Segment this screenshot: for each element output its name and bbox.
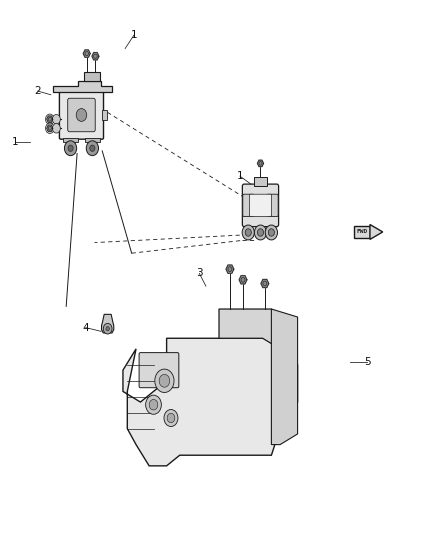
Circle shape xyxy=(265,225,278,240)
Text: 1: 1 xyxy=(11,136,18,147)
Circle shape xyxy=(90,145,95,151)
Bar xyxy=(85,138,100,142)
Polygon shape xyxy=(370,224,383,239)
FancyBboxPatch shape xyxy=(267,194,278,216)
Circle shape xyxy=(106,327,110,331)
Circle shape xyxy=(53,124,60,133)
Polygon shape xyxy=(47,125,53,132)
Polygon shape xyxy=(261,279,269,288)
Polygon shape xyxy=(239,276,247,284)
Circle shape xyxy=(242,225,254,240)
Text: 3: 3 xyxy=(196,269,203,278)
Circle shape xyxy=(245,229,251,236)
Polygon shape xyxy=(83,50,90,57)
Circle shape xyxy=(68,145,73,151)
Circle shape xyxy=(167,413,175,423)
Text: 2: 2 xyxy=(35,86,41,96)
Circle shape xyxy=(149,399,158,410)
Circle shape xyxy=(164,409,178,426)
Text: 5: 5 xyxy=(364,357,371,367)
Circle shape xyxy=(46,123,54,133)
Polygon shape xyxy=(219,309,289,344)
Polygon shape xyxy=(123,338,297,466)
FancyBboxPatch shape xyxy=(249,194,272,216)
Bar xyxy=(354,226,370,238)
Text: 4: 4 xyxy=(82,322,89,333)
Circle shape xyxy=(254,225,267,240)
Polygon shape xyxy=(53,80,112,92)
Polygon shape xyxy=(102,314,114,333)
Polygon shape xyxy=(258,160,264,167)
Circle shape xyxy=(268,229,275,236)
FancyBboxPatch shape xyxy=(68,98,95,132)
Circle shape xyxy=(155,369,174,392)
Circle shape xyxy=(103,324,112,334)
Text: 1: 1 xyxy=(237,171,243,181)
Circle shape xyxy=(258,229,264,236)
Circle shape xyxy=(46,114,54,124)
Circle shape xyxy=(53,115,60,124)
Circle shape xyxy=(76,109,87,122)
Polygon shape xyxy=(272,309,297,445)
Text: FWD: FWD xyxy=(357,229,368,234)
Circle shape xyxy=(159,374,170,387)
Bar xyxy=(254,176,267,186)
Circle shape xyxy=(146,395,161,414)
Polygon shape xyxy=(226,265,234,273)
Circle shape xyxy=(64,141,77,156)
Text: 1: 1 xyxy=(131,30,137,41)
Polygon shape xyxy=(102,110,107,120)
FancyBboxPatch shape xyxy=(139,353,179,387)
FancyBboxPatch shape xyxy=(60,91,103,139)
Polygon shape xyxy=(92,53,99,60)
FancyBboxPatch shape xyxy=(243,194,254,216)
FancyBboxPatch shape xyxy=(242,184,279,227)
Bar xyxy=(63,138,78,142)
Polygon shape xyxy=(47,116,53,123)
Polygon shape xyxy=(84,72,100,80)
Circle shape xyxy=(86,141,99,156)
